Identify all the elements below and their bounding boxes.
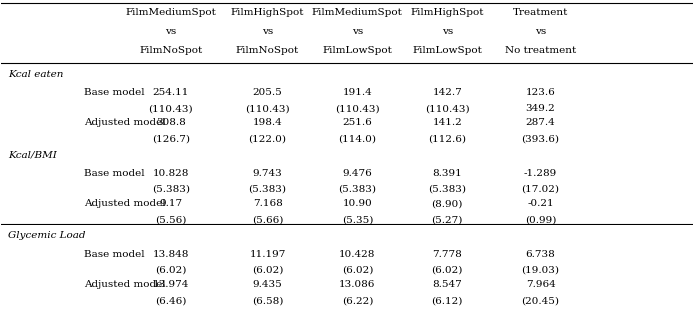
Text: Adjusted model: Adjusted model <box>85 199 166 208</box>
Text: 13.974: 13.974 <box>153 280 189 289</box>
Text: (20.45): (20.45) <box>522 296 559 305</box>
Text: 13.086: 13.086 <box>339 280 375 289</box>
Text: (5.383): (5.383) <box>339 185 376 194</box>
Text: 8.391: 8.391 <box>432 169 462 178</box>
Text: vs: vs <box>165 27 176 36</box>
Text: 142.7: 142.7 <box>432 88 462 97</box>
Text: Kcal eaten: Kcal eaten <box>8 70 64 79</box>
Text: (6.02): (6.02) <box>341 266 373 275</box>
Text: FilmMediumSpot: FilmMediumSpot <box>312 8 403 17</box>
Text: 349.2: 349.2 <box>525 104 555 113</box>
Text: (110.43): (110.43) <box>335 104 380 113</box>
Text: (17.02): (17.02) <box>522 185 559 194</box>
Text: FilmHighSpot: FilmHighSpot <box>410 8 484 17</box>
Text: 9.17: 9.17 <box>159 199 183 208</box>
Text: (110.43): (110.43) <box>425 104 470 113</box>
Text: Treatment: Treatment <box>513 8 568 17</box>
Text: (8.90): (8.90) <box>432 199 463 208</box>
Text: 9.743: 9.743 <box>253 169 282 178</box>
Text: 9.435: 9.435 <box>253 280 282 289</box>
Text: (5.66): (5.66) <box>252 215 283 224</box>
Text: 308.8: 308.8 <box>156 118 185 127</box>
Text: FilmNoSpot: FilmNoSpot <box>236 46 299 55</box>
Text: 13.848: 13.848 <box>153 250 189 259</box>
Text: (110.43): (110.43) <box>245 104 290 113</box>
Text: (6.46): (6.46) <box>155 296 187 305</box>
Text: vs: vs <box>352 27 363 36</box>
Text: FilmLowSpot: FilmLowSpot <box>323 46 392 55</box>
Text: (5.56): (5.56) <box>155 215 187 224</box>
Text: Kcal/BMI: Kcal/BMI <box>8 150 57 159</box>
Text: vs: vs <box>535 27 546 36</box>
Text: vs: vs <box>441 27 453 36</box>
Text: Base model: Base model <box>85 88 145 97</box>
Text: (5.35): (5.35) <box>341 215 373 224</box>
Text: (6.22): (6.22) <box>341 296 373 305</box>
Text: Adjusted model: Adjusted model <box>85 280 166 289</box>
Text: 10.828: 10.828 <box>153 169 189 178</box>
Text: 254.11: 254.11 <box>153 88 189 97</box>
Text: 198.4: 198.4 <box>253 118 282 127</box>
Text: (5.383): (5.383) <box>152 185 189 194</box>
Text: FilmNoSpot: FilmNoSpot <box>139 46 203 55</box>
Text: 10.90: 10.90 <box>343 199 372 208</box>
Text: (6.02): (6.02) <box>155 266 187 275</box>
Text: (112.6): (112.6) <box>428 134 466 144</box>
Text: (6.58): (6.58) <box>252 296 283 305</box>
Text: Glycemic Load: Glycemic Load <box>8 231 86 240</box>
Text: 287.4: 287.4 <box>525 118 555 127</box>
Text: FilmHighSpot: FilmHighSpot <box>231 8 304 17</box>
Text: 11.197: 11.197 <box>249 250 286 259</box>
Text: 123.6: 123.6 <box>525 88 555 97</box>
Text: (126.7): (126.7) <box>152 134 189 144</box>
Text: 6.738: 6.738 <box>525 250 555 259</box>
Text: 7.168: 7.168 <box>253 199 282 208</box>
Text: No treatment: No treatment <box>505 46 576 55</box>
Text: (19.03): (19.03) <box>522 266 559 275</box>
Text: 10.428: 10.428 <box>339 250 375 259</box>
Text: 205.5: 205.5 <box>253 88 282 97</box>
Text: (5.383): (5.383) <box>248 185 287 194</box>
Text: (5.383): (5.383) <box>428 185 466 194</box>
Text: (393.6): (393.6) <box>522 134 559 144</box>
Text: (6.02): (6.02) <box>432 266 463 275</box>
Text: FilmLowSpot: FilmLowSpot <box>412 46 482 55</box>
Text: 251.6: 251.6 <box>343 118 372 127</box>
Text: Base model: Base model <box>85 169 145 178</box>
Text: (6.02): (6.02) <box>252 266 283 275</box>
Text: Base model: Base model <box>85 250 145 259</box>
Text: -0.21: -0.21 <box>527 199 554 208</box>
Text: Adjusted model: Adjusted model <box>85 118 166 127</box>
Text: (122.0): (122.0) <box>248 134 287 144</box>
Text: 191.4: 191.4 <box>343 88 372 97</box>
Text: 141.2: 141.2 <box>432 118 462 127</box>
Text: (114.0): (114.0) <box>339 134 376 144</box>
Text: (0.99): (0.99) <box>525 215 556 224</box>
Text: FilmMediumSpot: FilmMediumSpot <box>126 8 216 17</box>
Text: (110.43): (110.43) <box>149 104 193 113</box>
Text: -1.289: -1.289 <box>524 169 557 178</box>
Text: 8.547: 8.547 <box>432 280 462 289</box>
Text: 9.476: 9.476 <box>343 169 372 178</box>
Text: 7.778: 7.778 <box>432 250 462 259</box>
Text: vs: vs <box>262 27 273 36</box>
Text: (6.12): (6.12) <box>432 296 463 305</box>
Text: 7.964: 7.964 <box>525 280 555 289</box>
Text: (5.27): (5.27) <box>432 215 463 224</box>
